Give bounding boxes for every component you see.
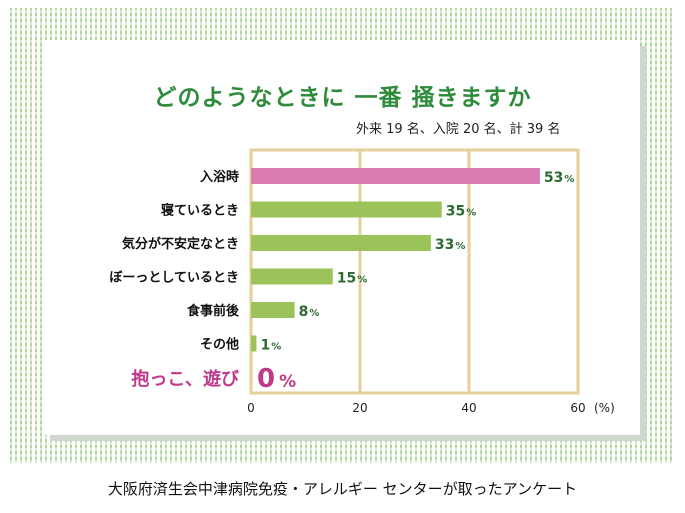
bar [251,335,257,352]
bar [251,302,295,318]
bar [251,268,333,285]
x-tick-label: 60 [570,401,585,415]
category-label: 入浴時 [200,169,239,185]
data-label: 35% [446,204,477,220]
bar [251,201,442,218]
x-axis-unit: (%) [594,401,615,415]
category-label: 気分が不安定なとき [122,236,239,252]
category-label: 寝ているとき [161,203,239,219]
x-tick-label: 20 [352,401,367,415]
chart-title: どのようなときに 一番 掻きますか [153,85,532,111]
category-label: その他 [200,337,239,353]
chart-caption: 大阪府済生会中津病院免疫・アレルギー センターが取ったアンケート [107,480,578,498]
x-tick-label: 40 [461,401,476,415]
data-label: 33% [435,237,466,253]
data-label: 53% [544,170,575,186]
x-tick-label: 0 [247,401,255,415]
data-label: 0% [257,364,296,394]
chart-subtitle: 外来 19 名、入院 20 名、計 39 名 [356,122,561,137]
data-label: 1% [260,338,281,354]
data-label: 15% [337,271,368,287]
category-label: 食事前後 [187,303,240,319]
category-label: ぼーっとしているとき [109,271,239,286]
bar [251,168,540,184]
data-label: 8% [299,304,320,320]
category-label: 抱っこ、遊び [131,368,240,390]
bar [251,235,431,251]
